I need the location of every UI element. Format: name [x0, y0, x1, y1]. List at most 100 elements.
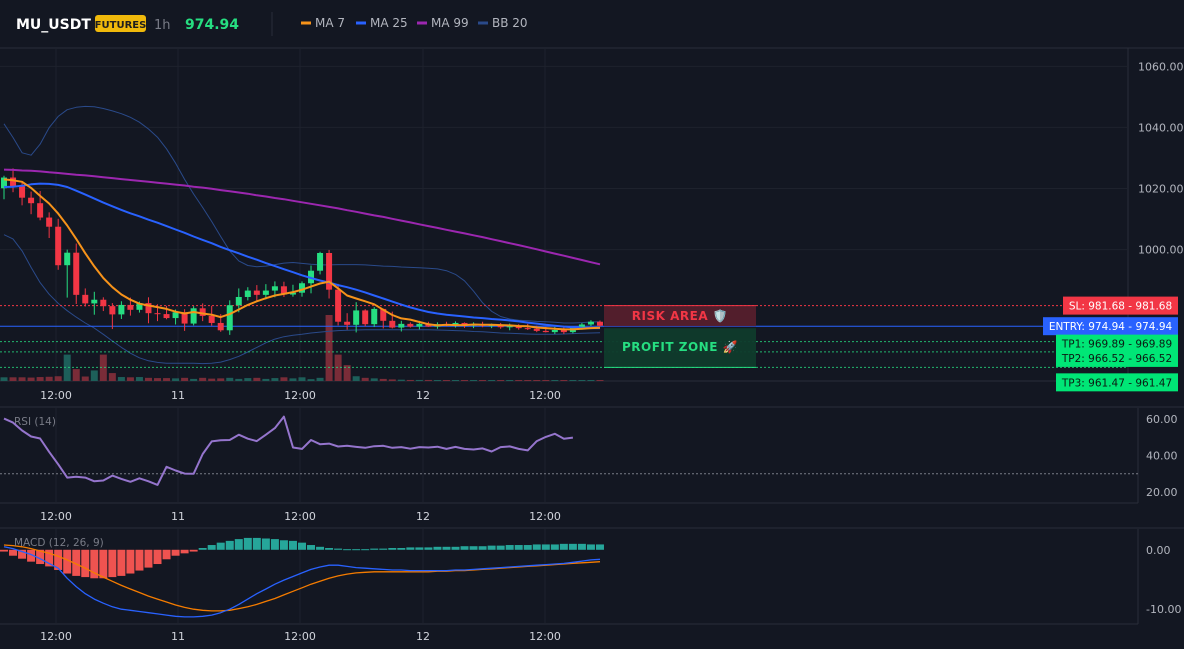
candle-body: [596, 321, 603, 326]
volume-bar: [551, 380, 559, 381]
volume-bar: [135, 377, 143, 381]
macd-histogram-bar: [460, 546, 469, 550]
candle-body: [73, 252, 80, 295]
indicator-legend: MA 7 MA 25 MA 99 BB 20: [301, 16, 528, 30]
macd-histogram-bar: [505, 545, 514, 550]
volume-bar: [244, 378, 252, 381]
candle-body: [100, 299, 107, 307]
rsi-line: [3, 415, 574, 486]
volume-bar: [298, 377, 306, 381]
candle-body: [127, 304, 134, 310]
candle-body: [280, 286, 287, 295]
candle: [407, 322, 414, 328]
volume-bar: [90, 370, 98, 381]
macd-histogram-bar: [252, 537, 261, 550]
volume-bar: [181, 377, 189, 381]
rsi-tick-label: 60.00: [1146, 413, 1178, 426]
candle-body: [181, 312, 188, 324]
candle: [28, 191, 35, 215]
last-price: 974.94: [185, 17, 239, 33]
macd-histogram-bar: [279, 540, 288, 550]
macd-histogram-bar: [334, 548, 343, 550]
candle-body: [289, 292, 296, 295]
macd-histogram-bar: [325, 548, 334, 550]
main-time-label: 12:00: [40, 389, 72, 402]
macd-histogram-bar: [397, 548, 406, 550]
macd-histogram-bar: [162, 549, 171, 560]
volume-bar: [262, 378, 270, 381]
macd-histogram-bar: [424, 547, 433, 550]
candle-body: [208, 315, 215, 323]
price-tick-label: 1040.00: [1138, 121, 1184, 134]
macd-histogram-bar: [270, 539, 279, 550]
candle: [91, 291, 98, 315]
macd-histogram-bar: [117, 549, 126, 576]
volume-bar: [370, 378, 378, 381]
rsi-tick-label: 20.00: [1146, 486, 1178, 499]
macd-histogram-bar: [126, 549, 135, 574]
candle-body: [425, 323, 432, 327]
macd-histogram-bar: [532, 544, 541, 550]
price-tick-label: 1020.00: [1138, 183, 1184, 196]
candle-body: [235, 296, 242, 306]
volume-bar: [334, 354, 342, 381]
macd-histogram-bar: [198, 548, 207, 550]
volume-bar: [54, 376, 62, 381]
interval-label[interactable]: 1h: [154, 18, 171, 33]
candle-body: [551, 329, 558, 333]
volume-bar: [397, 379, 405, 381]
candle-body: [524, 328, 531, 330]
candle-body: [335, 289, 342, 322]
candle: [317, 251, 324, 275]
candle-body: [91, 299, 98, 304]
volume-bar: [560, 380, 568, 381]
volume-bar: [199, 377, 207, 381]
candle: [100, 297, 107, 312]
candle-body: [190, 308, 197, 324]
tp2-price-tag: TP2: 966.52 - 966.52: [1056, 348, 1178, 367]
macd-histogram-bar: [523, 545, 532, 550]
ma99-legend-label[interactable]: MA 99: [431, 16, 469, 30]
rsi-title: RSI (14): [14, 416, 56, 428]
rsi-tick-label: 40.00: [1146, 450, 1178, 463]
candle-body: [416, 323, 423, 327]
candle-body: [82, 294, 89, 304]
candle-body: [353, 310, 360, 325]
macd-histogram-bar: [595, 544, 604, 550]
volume-bar: [542, 380, 550, 381]
macd-histogram-bar: [135, 549, 144, 571]
volume-bar: [424, 379, 432, 381]
volume-bar: [506, 380, 514, 381]
macd-histogram-bar: [261, 538, 270, 550]
candle-body: [515, 326, 522, 329]
sl-price-tag: SL: 981.68 - 981.68: [1063, 296, 1178, 315]
macd-histogram-bar: [9, 549, 18, 556]
volume-bar: [569, 380, 577, 381]
symbol-label[interactable]: MU_USDT: [16, 17, 91, 33]
macd-histogram-bar: [36, 549, 45, 565]
ma7-legend-label[interactable]: MA 7: [315, 16, 345, 30]
candle-body: [10, 177, 17, 187]
candle-body: [326, 252, 333, 290]
ma25-legend-label[interactable]: MA 25: [370, 16, 408, 30]
macd-histogram-bar: [379, 548, 388, 550]
candle: [253, 285, 260, 302]
entry-tag-label: ENTRY: 974.94 - 974.94: [1049, 321, 1173, 333]
tp2-tag-bg: [1056, 348, 1178, 367]
candle: [380, 308, 387, 329]
candle-body: [262, 290, 269, 295]
volume-bar: [470, 380, 478, 381]
bb-legend-label[interactable]: BB 20: [492, 16, 528, 30]
macd-histogram-bar: [225, 540, 234, 550]
candle-body: [506, 326, 513, 328]
volume-bar: [271, 378, 279, 381]
candle-body: [109, 306, 116, 315]
macd-histogram-bar: [469, 546, 478, 550]
bb-lower-line: [3, 234, 601, 365]
tp1-tag-label: TP1: 969.89 - 969.89: [1061, 339, 1172, 351]
macd-histogram-bar: [586, 544, 595, 550]
volume-bar: [208, 378, 216, 381]
candle: [109, 303, 116, 330]
price-tick-label: 1000.00: [1138, 244, 1184, 257]
